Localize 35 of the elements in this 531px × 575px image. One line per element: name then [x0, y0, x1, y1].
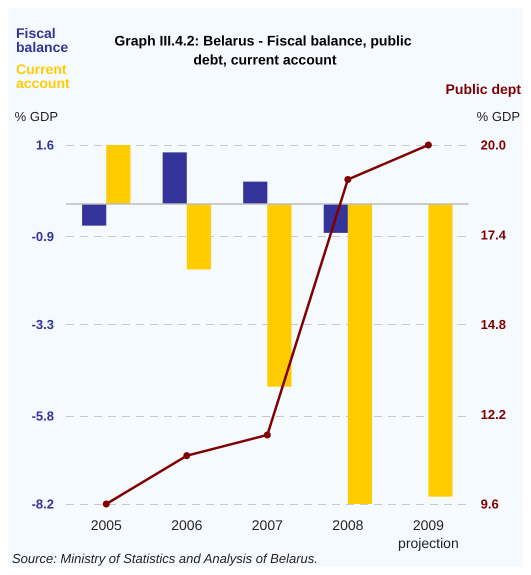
y2-tick-label: 20.0 — [480, 138, 506, 152]
x-tick-label: 2007 — [252, 517, 284, 533]
text: Current account — [16, 61, 70, 91]
source-note: Source: Ministry of Statistics and Analysis of Belarus. — [12, 551, 318, 566]
x-tick-label: 2009 projection — [398, 517, 459, 551]
bar — [348, 204, 372, 504]
point — [344, 176, 352, 184]
bar — [162, 152, 187, 204]
bar — [428, 204, 453, 497]
chart-title: Graph III.4.2: Belarus - Fiscal balance, public debt, current account — [114, 32, 412, 68]
point — [183, 452, 190, 460]
y2-axis-title: % GDP — [476, 109, 520, 124]
x-tick-label: 2008 — [332, 517, 364, 533]
y-tick-label: 1.6 — [36, 138, 54, 152]
bar — [82, 204, 106, 226]
y-tick-label: -5.8 — [32, 408, 54, 424]
bar — [267, 204, 292, 387]
y-tick-label: -3.3 — [32, 317, 54, 332]
x-tick-label: 2006 — [171, 517, 203, 533]
bar — [243, 182, 268, 204]
bar — [106, 145, 130, 204]
bar — [186, 204, 211, 270]
point — [102, 500, 110, 508]
y-tick-label: -8.2 — [32, 496, 54, 512]
point — [424, 142, 432, 148]
y-axis-title: % GDP — [14, 109, 58, 124]
y-tick-label: -0.9 — [32, 229, 54, 244]
y2-tick-label: 12.2 — [480, 406, 506, 422]
y2-tick-label: 9.6 — [480, 496, 499, 512]
y2-tick-label: 14.8 — [480, 317, 506, 332]
point — [264, 431, 271, 438]
x-tick-label: 2005 — [90, 517, 122, 533]
text: Fiscal balance — [16, 25, 68, 55]
text: Public dept — [446, 81, 522, 97]
y2-tick-label: 17.4 — [480, 227, 507, 242]
